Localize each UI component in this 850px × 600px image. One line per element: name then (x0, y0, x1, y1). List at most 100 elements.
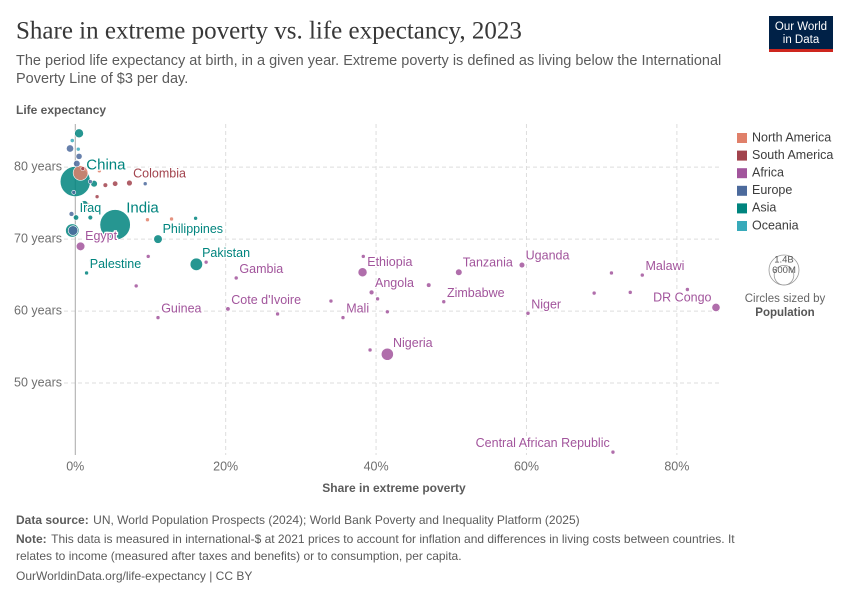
legend-label[interactable]: Asia (752, 201, 776, 215)
bubble (203, 259, 209, 265)
bubble (126, 179, 133, 187)
bubble (639, 272, 645, 278)
bubble (591, 290, 597, 296)
size-legend-label: 1.4B (774, 255, 794, 266)
bubble (426, 282, 432, 288)
bubble (367, 347, 373, 353)
bubble (711, 303, 721, 312)
legend-swatch[interactable] (737, 221, 747, 231)
bubble (441, 299, 447, 305)
bubble (112, 180, 119, 187)
logo-box[interactable] (769, 16, 833, 52)
legend-label[interactable]: Africa (752, 165, 784, 179)
bubble (71, 190, 77, 195)
bubble (193, 215, 198, 221)
source-text: UN, World Population Prospects (2024); W… (93, 513, 579, 527)
note-label: Note: (16, 532, 47, 546)
bubble (233, 275, 239, 281)
bubble (328, 298, 334, 304)
legend-label[interactable]: Europe (752, 183, 792, 197)
bubble (69, 138, 75, 143)
footer[interactable]: OurWorldinData.org/life-expectancy | CC … (16, 569, 252, 583)
y-tick-label: 70 years (14, 231, 62, 245)
point-label: Iraq (80, 201, 102, 215)
bubble (340, 315, 346, 320)
x-tick-label: 60% (514, 459, 539, 473)
y-tick-label: 60 years (14, 303, 62, 317)
point-label: Uganda (526, 249, 570, 263)
bubble (66, 144, 74, 153)
bubble (609, 270, 614, 276)
note-text: This data is measured in international-$… (51, 532, 735, 546)
bubble (145, 217, 150, 223)
bubble (518, 261, 526, 269)
legend-swatch[interactable] (737, 133, 747, 143)
bubble (357, 267, 368, 278)
size-legend-circle (773, 264, 795, 286)
bubble (75, 241, 86, 251)
bubble (375, 296, 380, 302)
bubble (153, 234, 163, 244)
bubble (368, 289, 375, 296)
legend-swatch[interactable] (737, 185, 747, 196)
bubble (99, 209, 131, 241)
y-tick-label: 50 years (14, 375, 62, 389)
bubble (88, 179, 93, 184)
point-label: Nigeria (393, 336, 433, 350)
bubble (75, 146, 81, 152)
bubble (89, 208, 95, 213)
bubble (74, 128, 84, 139)
point-label: DR Congo (653, 290, 711, 304)
point-label: Egypt (85, 229, 117, 243)
bubble (169, 216, 174, 222)
bubble (145, 254, 151, 259)
legend-swatch[interactable] (737, 203, 747, 214)
bubble (97, 168, 102, 174)
point-label: Guinea (161, 302, 201, 316)
bubble (88, 258, 94, 264)
size-legend-label: Population (755, 307, 814, 319)
subtitle: Poverty Line of $3 per day. (16, 71, 188, 87)
y-tick-label: 80 years (14, 159, 62, 173)
bubble (225, 306, 231, 312)
legend-swatch[interactable] (737, 150, 747, 161)
bubble (385, 309, 390, 315)
y-axis-title: Life expectancy (16, 103, 106, 117)
bubble (133, 283, 139, 289)
point-label: Central African Republic (476, 436, 610, 450)
note-text: relates to income (measured after taxes … (16, 549, 462, 563)
bubble (73, 214, 80, 221)
size-legend-title: Circles sized by (745, 293, 826, 305)
legend-label[interactable]: South America (752, 148, 833, 162)
legend-swatch[interactable] (737, 168, 747, 179)
source-label: Data source: (16, 513, 89, 527)
point-label: Niger (531, 297, 561, 311)
subtitle: The period life expectancy at birth, in … (16, 53, 721, 69)
bubble (75, 152, 83, 160)
point-label: Cote d'Ivoire (231, 293, 301, 307)
legend-label[interactable]: Oceania (752, 218, 799, 232)
x-tick-label: 80% (664, 459, 689, 473)
bubble (685, 287, 690, 292)
bubble (155, 315, 161, 320)
bubble (189, 257, 203, 271)
bubble (102, 182, 108, 188)
bubble (67, 225, 79, 236)
bubble (73, 159, 81, 168)
bubble (360, 254, 366, 259)
bubble (142, 181, 148, 187)
logo-text: in Data (783, 34, 820, 46)
point-label: China (86, 157, 126, 174)
bubble (455, 268, 463, 276)
point-label: Gambia (239, 262, 283, 276)
legend-label[interactable]: North America (752, 130, 831, 144)
bubble (525, 310, 531, 316)
x-tick-label: 20% (213, 459, 238, 473)
point-label: India (126, 200, 159, 217)
bubble (84, 270, 89, 276)
source: Data source: UN, World Population Prospe… (16, 512, 580, 529)
bubble (87, 214, 93, 221)
bubble (68, 211, 75, 217)
bubble (80, 166, 86, 171)
